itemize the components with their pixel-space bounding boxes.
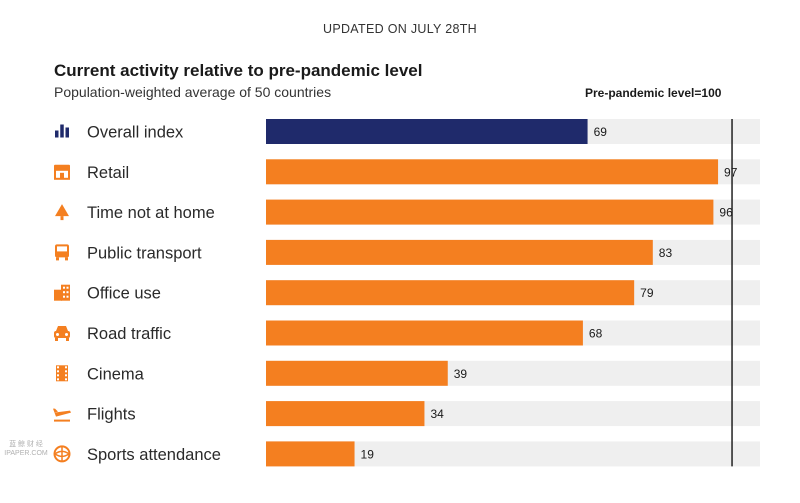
value-label: 79	[640, 286, 654, 300]
bar-retail	[266, 159, 719, 185]
bar-flights	[266, 401, 425, 427]
bar-sports-attendance	[266, 441, 355, 467]
value-label: 68	[589, 327, 603, 341]
value-label: 96	[719, 206, 733, 220]
storefront-icon	[54, 164, 70, 180]
film-icon	[56, 365, 68, 382]
category-label: Cinema	[87, 365, 145, 383]
category-label: Public transport	[87, 244, 202, 262]
bar-time-not-at-home	[266, 199, 714, 225]
bar-office-use	[266, 280, 635, 306]
bus-icon	[55, 244, 69, 261]
value-label: 97	[724, 165, 738, 179]
airplane-icon	[53, 408, 71, 422]
watermark-line1: 蓝 鲸 财 经	[9, 441, 43, 448]
category-label: Road traffic	[87, 325, 171, 343]
category-label: Retail	[87, 164, 129, 182]
category-label: Time not at home	[87, 204, 215, 222]
category-label: Flights	[87, 406, 136, 424]
watermark: 蓝 鲸 财 经 IPAPER.COM	[2, 440, 50, 458]
value-label: 19	[361, 447, 375, 461]
category-label: Overall index	[87, 124, 184, 142]
bar-road-traffic	[266, 320, 583, 346]
category-label: Office use	[87, 285, 161, 303]
category-label: Sports attendance	[87, 446, 221, 464]
ball-icon	[53, 445, 71, 463]
value-label: 83	[659, 246, 673, 260]
watermark-line2: IPAPER.COM	[4, 450, 48, 457]
value-label: 69	[594, 125, 608, 139]
bar-chart-icon	[55, 124, 69, 138]
reference-label: Pre-pandemic level=100	[585, 86, 722, 100]
tree-icon	[55, 204, 69, 221]
bar-public-transport	[266, 239, 653, 265]
chart-title: Current activity relative to pre-pandemi…	[54, 61, 423, 80]
chart-subtitle: Population-weighted average of 50 countr…	[54, 84, 332, 100]
updated-date: UPDATED ON JULY 28TH	[323, 22, 477, 36]
bar-overall-index	[266, 119, 588, 144]
car-icon	[54, 326, 70, 341]
value-label: 34	[430, 407, 444, 421]
bar-cinema	[266, 360, 448, 386]
value-label: 39	[454, 367, 468, 381]
office-building-icon	[54, 284, 70, 301]
